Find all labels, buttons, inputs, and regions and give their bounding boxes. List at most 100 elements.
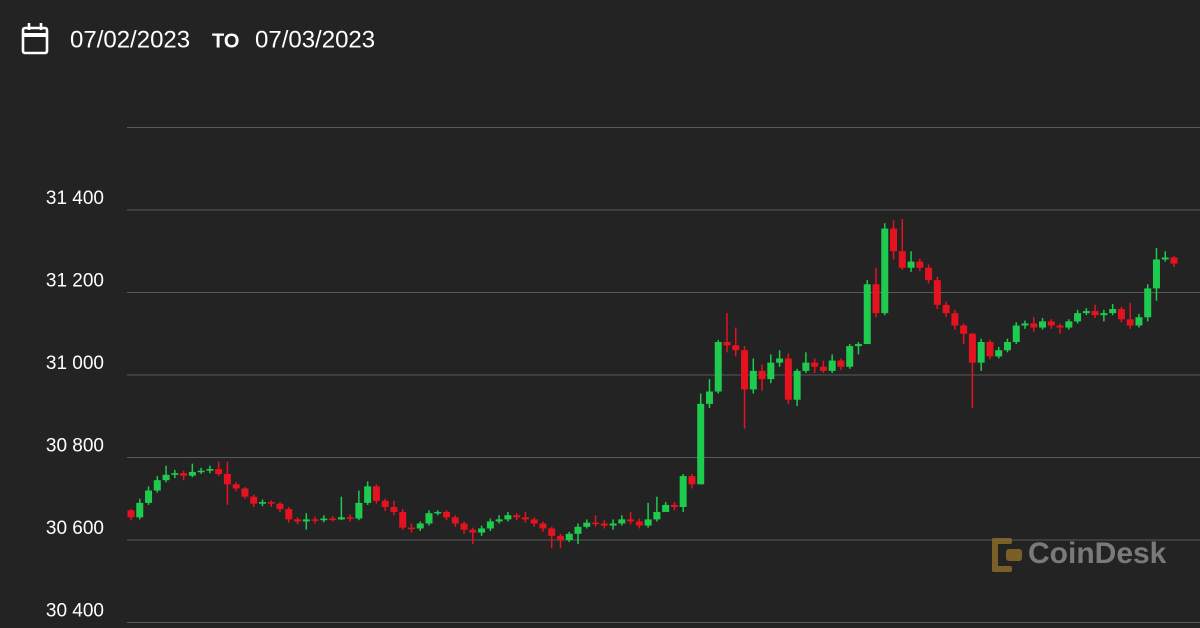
candle-body	[241, 488, 249, 497]
candle-body	[854, 344, 862, 347]
candle-body	[206, 469, 214, 471]
candle-body	[390, 507, 398, 512]
y-tick-label: 31 200	[46, 271, 104, 292]
candle-body	[960, 325, 968, 334]
candle-body	[530, 519, 538, 524]
candle-body	[1082, 311, 1090, 314]
candle-body	[451, 517, 459, 524]
candle-body	[600, 523, 608, 526]
candle-body	[548, 528, 556, 536]
candle-body	[153, 480, 161, 491]
candle-body	[215, 469, 223, 474]
y-tick-label: 30 600	[46, 518, 104, 539]
candle-body	[662, 504, 670, 512]
candle-body	[933, 280, 941, 305]
candle-body	[1091, 311, 1099, 316]
candle-body	[697, 403, 705, 485]
candle-body	[863, 284, 871, 345]
candle-body	[635, 521, 643, 526]
candle-body	[881, 228, 889, 314]
candle-body	[311, 519, 319, 521]
candle-body	[1012, 325, 1020, 342]
candle-body	[583, 522, 591, 527]
candle-body	[556, 535, 564, 540]
candle-body	[714, 342, 722, 392]
candle-body	[180, 473, 188, 476]
candle-body	[223, 474, 231, 485]
date-from: 07/02/2023	[70, 26, 190, 53]
candle-body	[258, 502, 266, 504]
candle-body	[337, 517, 345, 520]
y-tick-label: 31 400	[46, 188, 104, 209]
candle-body	[1161, 257, 1169, 260]
candle-body	[705, 391, 713, 404]
candle-body	[539, 523, 547, 529]
candle-body	[907, 261, 915, 268]
candle-body	[302, 519, 310, 522]
range-separator: TO	[212, 30, 239, 52]
candle-body	[1003, 342, 1011, 351]
y-tick-label: 31 000	[46, 353, 104, 374]
candle-body	[136, 502, 144, 518]
watermark: CoinDesk	[1028, 537, 1167, 570]
candle-body	[1021, 323, 1029, 326]
candle-body	[916, 261, 924, 268]
candle-body	[653, 511, 661, 520]
candle-body	[171, 473, 179, 475]
candle-body	[1152, 259, 1160, 289]
y-tick-label: 30 800	[46, 436, 104, 457]
candle-body	[162, 474, 170, 481]
candle-body	[346, 517, 354, 519]
candle-body	[784, 358, 792, 400]
candle-body	[758, 370, 766, 380]
candle-body	[250, 496, 258, 504]
candle-body	[460, 523, 468, 530]
candle-body	[819, 366, 827, 371]
candle-body	[574, 526, 582, 534]
candle-body	[1135, 317, 1143, 326]
candle-body	[732, 345, 740, 351]
candle-body	[846, 346, 854, 367]
candle-body	[776, 358, 784, 363]
candle-body	[399, 511, 407, 528]
candle-body	[486, 521, 494, 529]
candle-body	[1170, 257, 1178, 264]
candle-body	[592, 522, 600, 525]
candle-body	[1100, 313, 1108, 316]
candle-body	[688, 476, 696, 485]
candle-body	[513, 515, 521, 518]
candle-body	[1144, 288, 1152, 318]
candle-body	[898, 251, 906, 268]
candle-body	[504, 515, 512, 520]
candle-body	[977, 342, 985, 363]
candle-body	[793, 370, 801, 400]
candle-body	[741, 350, 749, 390]
candle-body	[364, 486, 372, 503]
candle-body	[425, 513, 433, 524]
candle-body	[232, 484, 240, 489]
candle-body	[434, 511, 442, 514]
candle-body	[495, 519, 503, 522]
candle-body	[1039, 321, 1047, 328]
candle-body	[644, 519, 652, 526]
candle-body	[1109, 309, 1117, 314]
candle-body	[1117, 309, 1125, 320]
candle-body	[618, 519, 626, 524]
candle-body	[320, 518, 328, 521]
candle-body	[285, 509, 293, 520]
candle-body	[811, 362, 819, 367]
candle-body	[890, 228, 898, 252]
candle-body	[828, 360, 836, 371]
candle-body	[197, 470, 205, 473]
candle-body	[381, 500, 389, 507]
candle-body	[1056, 325, 1064, 328]
candle-body	[837, 360, 845, 367]
candle-body	[1047, 321, 1055, 326]
candle-body	[416, 523, 424, 529]
candle-body	[188, 471, 196, 476]
candle-body	[968, 333, 976, 363]
candle-body	[294, 519, 302, 522]
date-to: 07/03/2023	[255, 26, 375, 53]
candle-body	[469, 529, 477, 533]
